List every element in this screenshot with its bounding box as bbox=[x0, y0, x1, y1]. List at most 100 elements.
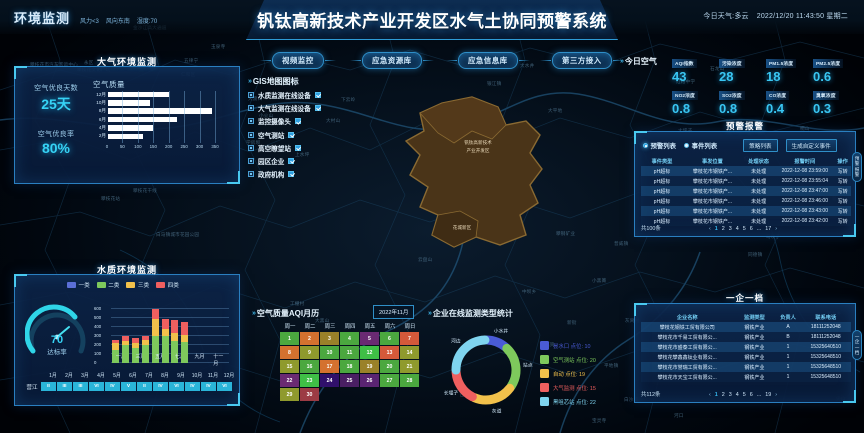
page-number[interactable]: 6 bbox=[749, 392, 753, 398]
table-row[interactable]: pH超标 攀枝花市钢铁产... 未处理 2022-12-08 23:47:00 写转 bbox=[641, 186, 851, 197]
grade-cell[interactable]: VI bbox=[169, 382, 184, 391]
grade-cell[interactable]: VI bbox=[217, 382, 232, 391]
cell-op[interactable]: 写转 bbox=[837, 218, 848, 225]
page-number[interactable]: 2 bbox=[721, 392, 725, 398]
calendar-day[interactable]: 29 bbox=[280, 388, 299, 401]
grade-cell[interactable]: IV bbox=[105, 382, 120, 391]
calendar-day[interactable]: 20 bbox=[380, 360, 399, 373]
calendar-day[interactable]: 15 bbox=[280, 360, 299, 373]
page-number[interactable]: 4 bbox=[735, 226, 739, 232]
calendar-day[interactable]: 16 bbox=[300, 360, 319, 373]
calendar-day[interactable]: 19 bbox=[360, 360, 379, 373]
cell-op[interactable]: 写转 bbox=[837, 168, 848, 175]
prev-page-icon[interactable]: ‹ bbox=[709, 226, 711, 232]
calendar-day[interactable]: 11 bbox=[340, 346, 359, 359]
calendar-day[interactable]: 28 bbox=[400, 374, 419, 387]
table-row[interactable]: 攀枝花攀鑫鑫钛业有限公... 钢铁产业 1 15325648510 bbox=[641, 352, 851, 363]
page-number[interactable]: ... bbox=[756, 226, 762, 232]
table-row[interactable]: 攀枝花市千易工贸有限公... 钢铁产业 B 18111252048 bbox=[641, 332, 851, 343]
nav-button-2[interactable]: 应急资源库 bbox=[350, 52, 422, 69]
donut-segment[interactable] bbox=[451, 335, 490, 375]
calendar-day[interactable]: 23 bbox=[300, 374, 319, 387]
gis-item-5[interactable]: 高空瞭望站 bbox=[248, 143, 321, 153]
checkbox-icon[interactable] bbox=[294, 118, 301, 125]
donut-legend-item-4[interactable]: 大气监测 点位: 15 bbox=[540, 383, 596, 392]
page-number[interactable]: 6 bbox=[749, 226, 753, 232]
page-number[interactable]: ... bbox=[756, 392, 762, 398]
calendar-day[interactable]: 5 bbox=[360, 332, 379, 345]
calendar-day[interactable]: 17 bbox=[320, 360, 339, 373]
page-number[interactable]: 17 bbox=[765, 226, 772, 232]
calendar-day[interactable]: 13 bbox=[380, 346, 399, 359]
calendar-day[interactable]: 24 bbox=[320, 374, 339, 387]
next-page-icon[interactable]: › bbox=[775, 392, 778, 398]
checkbox-icon[interactable] bbox=[288, 131, 295, 138]
checkbox-icon[interactable] bbox=[314, 105, 321, 112]
donut-legend-item-5[interactable]: 黑咀芯站 点位: 22 bbox=[540, 397, 596, 406]
calendar-day[interactable]: 14 bbox=[400, 346, 419, 359]
checkbox-icon[interactable] bbox=[288, 157, 295, 164]
grade-cell[interactable]: V bbox=[121, 382, 136, 391]
alarm-side-tab[interactable]: 预警报警 bbox=[852, 152, 862, 182]
gis-item-3[interactable]: 监控摄像头 bbox=[248, 116, 321, 126]
calendar-day[interactable]: 2 bbox=[300, 332, 319, 345]
calendar-month-selector[interactable]: 2022年11月 bbox=[373, 305, 415, 319]
grade-cell[interactable]: III bbox=[73, 382, 88, 391]
gis-item-4[interactable]: 空气测站 bbox=[248, 130, 321, 140]
page-number[interactable]: 3 bbox=[728, 226, 732, 232]
tab-warning-list[interactable]: 预警列表 bbox=[643, 141, 676, 150]
strategy-list-button[interactable]: 策略列表 bbox=[743, 139, 778, 152]
tab-event-list[interactable]: 事件列表 bbox=[684, 141, 717, 150]
table-row[interactable]: 攀枝花市天宝工贸有限公... 钢铁产业 1 15325648510 bbox=[641, 372, 851, 383]
gis-item-7[interactable]: 政府机构 bbox=[248, 169, 321, 179]
table-row[interactable]: pH超标 攀枝花市钢铁产... 未处理 2022-12-08 23:59:00 写转 bbox=[641, 166, 851, 177]
donut-legend-item-3[interactable]: 自动 点位: 19 bbox=[540, 369, 596, 378]
next-page-icon[interactable]: › bbox=[775, 226, 778, 232]
calendar-day[interactable]: 22 bbox=[280, 374, 299, 387]
gis-item-2[interactable]: 大气监测在线设备 bbox=[248, 103, 321, 113]
calendar-day[interactable]: 7 bbox=[400, 332, 419, 345]
checkbox-icon[interactable] bbox=[294, 144, 301, 151]
calendar-day[interactable]: 10 bbox=[320, 346, 339, 359]
grade-cell[interactable]: II bbox=[41, 382, 56, 391]
donut-legend-item-2[interactable]: 空气测站 点位: 20 bbox=[540, 355, 596, 364]
table-row[interactable]: 攀枝花市誉瑞工贸有限公... 钢铁产业 1 15325648510 bbox=[641, 362, 851, 373]
legend-item-1[interactable]: 一类 bbox=[67, 281, 90, 289]
cell-op[interactable]: 写转 bbox=[837, 178, 848, 185]
legend-item-2[interactable]: 二类 bbox=[96, 281, 119, 289]
table-row[interactable]: pH超标 攀枝花市钢铁产... 未处理 2022-12-08 23:46:00 写转 bbox=[641, 196, 851, 207]
calendar-day[interactable]: 4 bbox=[340, 332, 359, 345]
grade-cell[interactable]: III bbox=[57, 382, 72, 391]
nav-button-1[interactable]: 视频监控 bbox=[260, 52, 324, 69]
table-row[interactable]: 攀枝花钢铁工贸有限公司 钢铁产业 A 18111252048 bbox=[641, 322, 851, 333]
page-number[interactable]: 1 bbox=[714, 392, 718, 398]
checkbox-icon[interactable] bbox=[314, 92, 321, 98]
grade-cell[interactable]: IV bbox=[185, 382, 200, 391]
grade-cell[interactable]: IV bbox=[201, 382, 216, 391]
page-number[interactable]: 5 bbox=[742, 392, 746, 398]
nav-button-4[interactable]: 第三方接入 bbox=[540, 52, 612, 69]
grade-cell[interactable]: II bbox=[137, 382, 152, 391]
prev-page-icon[interactable]: ‹ bbox=[709, 392, 711, 398]
calendar-day[interactable]: 3 bbox=[320, 332, 339, 345]
nav-button-3[interactable]: 应急信息库 bbox=[446, 52, 518, 69]
calendar-day[interactable]: 1 bbox=[280, 332, 299, 345]
calendar-day[interactable]: 18 bbox=[340, 360, 359, 373]
table-row[interactable]: pH超标 攀枝花市钢铁产... 未处理 2022-12-08 23:43:00 写转 bbox=[641, 206, 851, 217]
table-row[interactable]: 攀枝花市盛泰工贸有限公... 钢铁产业 1 15325640510 bbox=[641, 342, 851, 353]
custom-event-button[interactable]: 生成自定义事件 bbox=[785, 139, 837, 152]
page-number[interactable]: 1 bbox=[714, 226, 718, 232]
calendar-day[interactable]: 9 bbox=[300, 346, 319, 359]
cell-op[interactable]: 写转 bbox=[837, 198, 848, 205]
enterprise-side-tab[interactable]: 一企一档 bbox=[852, 330, 862, 360]
table-row[interactable]: pH超标 攀枝花市钢铁产... 未处理 2022-12-08 23:55:04 写转 bbox=[641, 176, 851, 187]
calendar-day[interactable]: 25 bbox=[340, 374, 359, 387]
calendar-day[interactable]: 30 bbox=[300, 388, 319, 401]
calendar-day[interactable]: 21 bbox=[400, 360, 419, 373]
cell-op[interactable]: 写转 bbox=[837, 188, 848, 195]
page-number[interactable]: 4 bbox=[735, 392, 739, 398]
donut-segment[interactable] bbox=[482, 335, 510, 352]
legend-item-4[interactable]: 四类 bbox=[156, 281, 179, 289]
table-row[interactable]: pH超标 攀枝花市钢铁产... 未处理 2022-12-08 23:42:00 写转 bbox=[641, 216, 851, 227]
gis-item-6[interactable]: 园区企业 bbox=[248, 156, 321, 166]
